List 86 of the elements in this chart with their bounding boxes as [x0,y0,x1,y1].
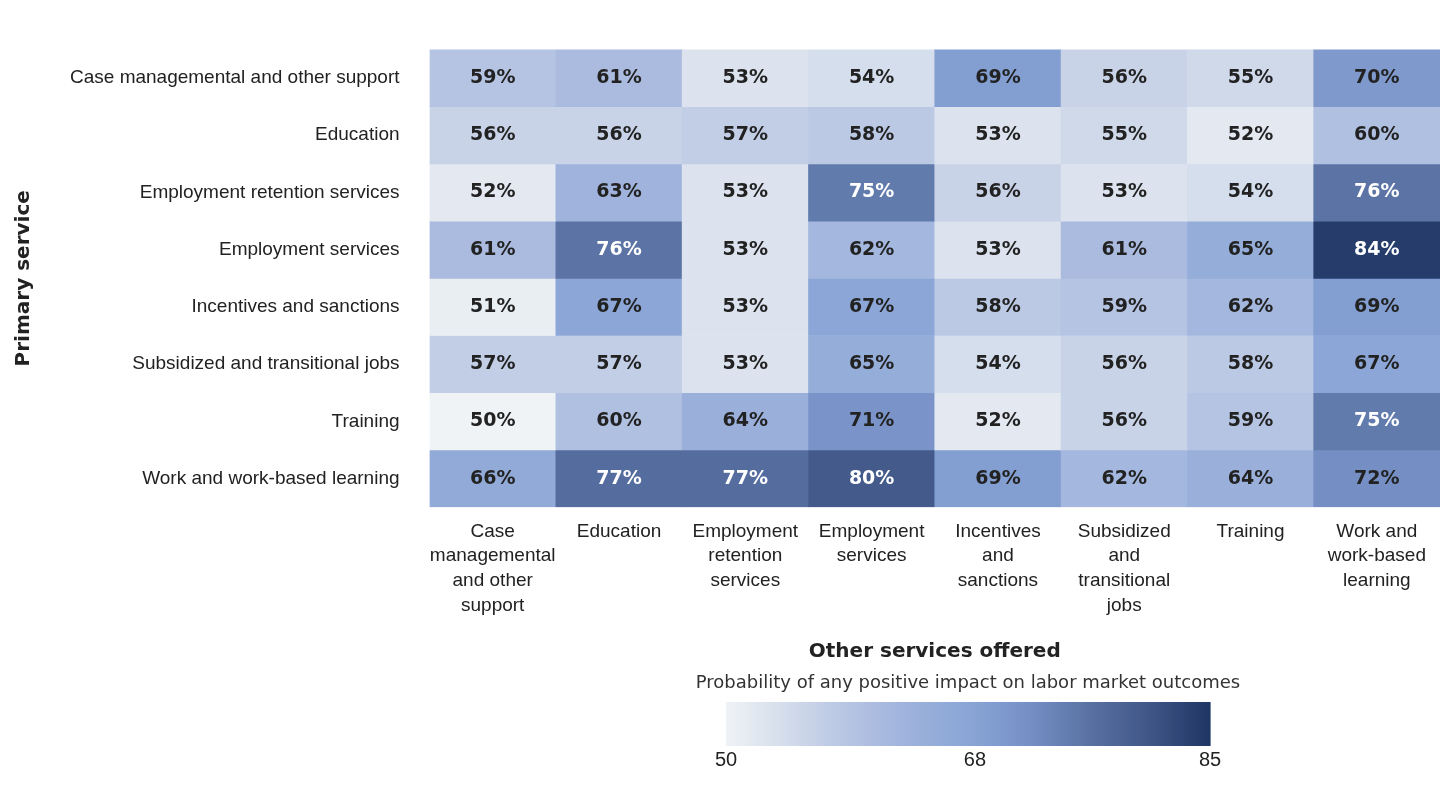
data-label: 53% [722,293,769,316]
y-tick-label: Employment services [218,237,400,259]
data-label: 63% [596,179,642,202]
data-label: 53% [722,236,769,259]
data-label: 69% [1354,293,1400,316]
y-tick-label: Education [315,123,400,145]
data-label: 54% [975,351,1021,374]
color-bar-label: 68 [963,747,987,770]
data-label: 77% [722,465,769,488]
data-label: 60% [596,408,642,431]
x-tick-label: Incentives and sanctions [955,519,1041,591]
data-label: 61% [1101,236,1147,259]
data-label: 76% [596,236,642,259]
y-tick-label: Case managemental and other support [69,66,401,88]
y-tick-label: Work and work-based learning [142,466,400,488]
x-tick-label: Training [1216,519,1285,541]
x-axis-title: Other services offered [808,638,1061,663]
data-label: 58% [1227,351,1274,374]
data-label: 72% [1354,465,1400,488]
data-label: 62% [848,236,895,259]
data-label: 69% [975,64,1021,87]
data-label: 50% [469,408,516,431]
data-label: 51% [469,293,516,316]
data-label: 77% [596,465,642,488]
data-label: 52% [469,179,516,202]
data-label: 60% [1354,122,1400,145]
data-label: 80% [848,465,895,488]
data-label: 53% [1101,179,1147,202]
data-label: 52% [975,408,1021,431]
data-label: 64% [1227,465,1274,488]
data-label: 69% [975,465,1021,488]
data-label: 56% [596,122,642,145]
x-tick-label: Work and work-based learning [1326,519,1426,591]
data-label: 53% [722,351,769,374]
data-label: 67% [1354,351,1400,374]
y-tick-label: Training [331,409,400,431]
y-tick-label: Incentives and sanctions [191,295,400,317]
data-label: 56% [1101,64,1147,87]
data-label: 61% [469,236,516,259]
data-label: 62% [1227,293,1274,316]
data-label: 65% [848,351,895,374]
data-label: 84% [1354,236,1400,259]
x-tick-label: Employment services [818,519,926,566]
data-label: 55% [1227,64,1274,87]
data-label: 56% [975,179,1021,202]
data-label: 59% [1101,293,1147,316]
color-bar-label: 85 [1198,747,1222,770]
data-label: 53% [975,236,1021,259]
data-label: 58% [848,122,895,145]
data-label: 54% [848,64,895,87]
data-label: 54% [1227,179,1274,202]
data-label: 57% [469,351,516,374]
data-label: 59% [1227,408,1274,431]
data-label: 57% [722,122,769,145]
data-label: 64% [722,408,769,431]
x-tick-label: Case managemental and other support [429,519,556,615]
x-tick-label: Education [576,519,662,541]
data-label: 75% [1354,408,1400,431]
data-label: 53% [722,179,769,202]
x-tick-label: Subsidized and transitional jobs [1077,519,1171,615]
color-bar-label: 50 [714,747,738,770]
data-label: 62% [1101,465,1147,488]
data-label: 67% [848,293,895,316]
y-axis-title: Primary service [10,190,35,367]
data-label: 71% [848,408,895,431]
data-label: 56% [469,122,516,145]
data-label: 76% [1354,179,1400,202]
data-label: 67% [596,293,642,316]
data-label: 58% [975,293,1021,316]
data-label: 65% [1227,236,1274,259]
data-label: 59% [469,64,516,87]
data-label: 61% [596,64,642,87]
x-tick-label: Employment retention services [692,519,799,591]
color-bar-title: Probability of any positive impact on labor market outcomes [695,671,1241,692]
data-label: 53% [975,122,1021,145]
data-label: 75% [848,179,895,202]
data-label: 56% [1101,351,1147,374]
data-label: 70% [1354,64,1400,87]
data-label: 57% [596,351,642,374]
y-tick-label: Subsidized and transitional jobs [132,352,400,374]
data-label: 53% [722,64,769,87]
data-label: 56% [1101,408,1147,431]
data-label: 66% [469,465,516,488]
data-label: 55% [1101,122,1147,145]
y-tick-label: Employment retention services [139,180,400,202]
data-label: 52% [1227,122,1274,145]
